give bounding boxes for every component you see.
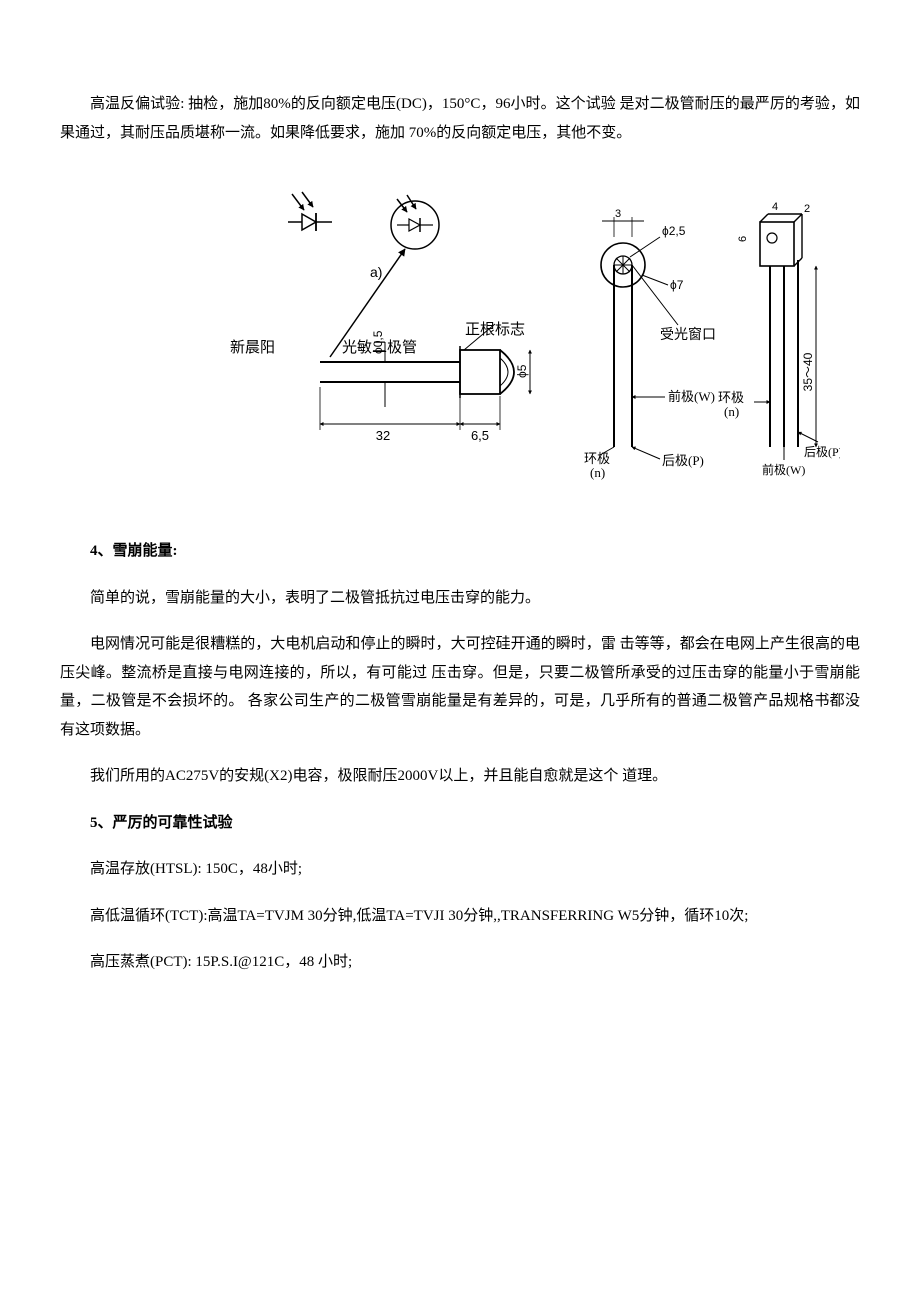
dim-phi7: ϕ7 <box>670 278 684 292</box>
label-ring-n-1b: (n) <box>590 465 605 480</box>
paragraph-7: 高压蒸煮(PCT): 15P.S.I@121C，48 小时; <box>60 948 860 977</box>
label-rear-p-2: 后极(P) <box>804 445 840 459</box>
paragraph-1: 高温反偏试验: 抽检，施加80%的反向额定电压(DC)，150°C，96小时。这… <box>60 90 860 147</box>
dim-phi2-5: ϕ2,5 <box>662 224 686 238</box>
label-front-w-1: 前极(W) <box>668 389 715 404</box>
paragraph-3: 电网情况可能是很糟糕的，大电机启动和停止的瞬时，大可控硅开通的瞬时，雷 击等等，… <box>60 630 860 744</box>
dim-32: 32 <box>376 428 390 443</box>
photodiode-diagram: a) ϕ0,5 32 6,5 ϕ5 新晨阳 光敏二极管 正根标志 <box>220 177 840 507</box>
label-light-window: 受光窗口 <box>660 326 716 343</box>
dim-6: 6 <box>737 236 749 242</box>
heading-4: 4、雪崩能量: <box>60 537 860 566</box>
label-rear-p-1: 后极(P) <box>662 453 704 468</box>
dim-3: 3 <box>615 208 621 220</box>
paragraph-2: 简单的说，雪崩能量的大小，表明了二极管抵抗过电压击穿的能力。 <box>60 584 860 613</box>
dim-35-40: 35～40 <box>801 352 815 391</box>
heading-5: 5、严厉的可靠性试验 <box>60 809 860 838</box>
label-front-w-2: 前极(W) <box>762 462 805 477</box>
label-ring-n-2a: 环极 <box>718 390 744 405</box>
label-anode-mark: 正根标志 <box>465 321 525 338</box>
dim-phi5: ϕ5 <box>515 364 529 378</box>
dim-4: 4 <box>772 201 778 213</box>
dim-2: 2 <box>804 203 810 215</box>
label-brand: 新晨阳 <box>230 339 275 356</box>
diagram-sub-a: a) <box>370 264 382 280</box>
label-ring-n-1a: 环极 <box>584 451 610 466</box>
label-photodiode: 光敏二极管 <box>342 339 417 356</box>
paragraph-6: 高低温循环(TCT):高温TA=TVJM 30分钟,低温TA=TVJI 30分钟… <box>60 902 860 931</box>
label-ring-n-2b: (n) <box>724 404 739 419</box>
dim-6-5: 6,5 <box>471 428 489 443</box>
paragraph-5: 高温存放(HTSL): 150C，48小时; <box>60 855 860 884</box>
paragraph-4: 我们所用的AC275V的安规(X2)电容，极限耐压2000V以上，并且能自愈就是… <box>60 762 860 791</box>
